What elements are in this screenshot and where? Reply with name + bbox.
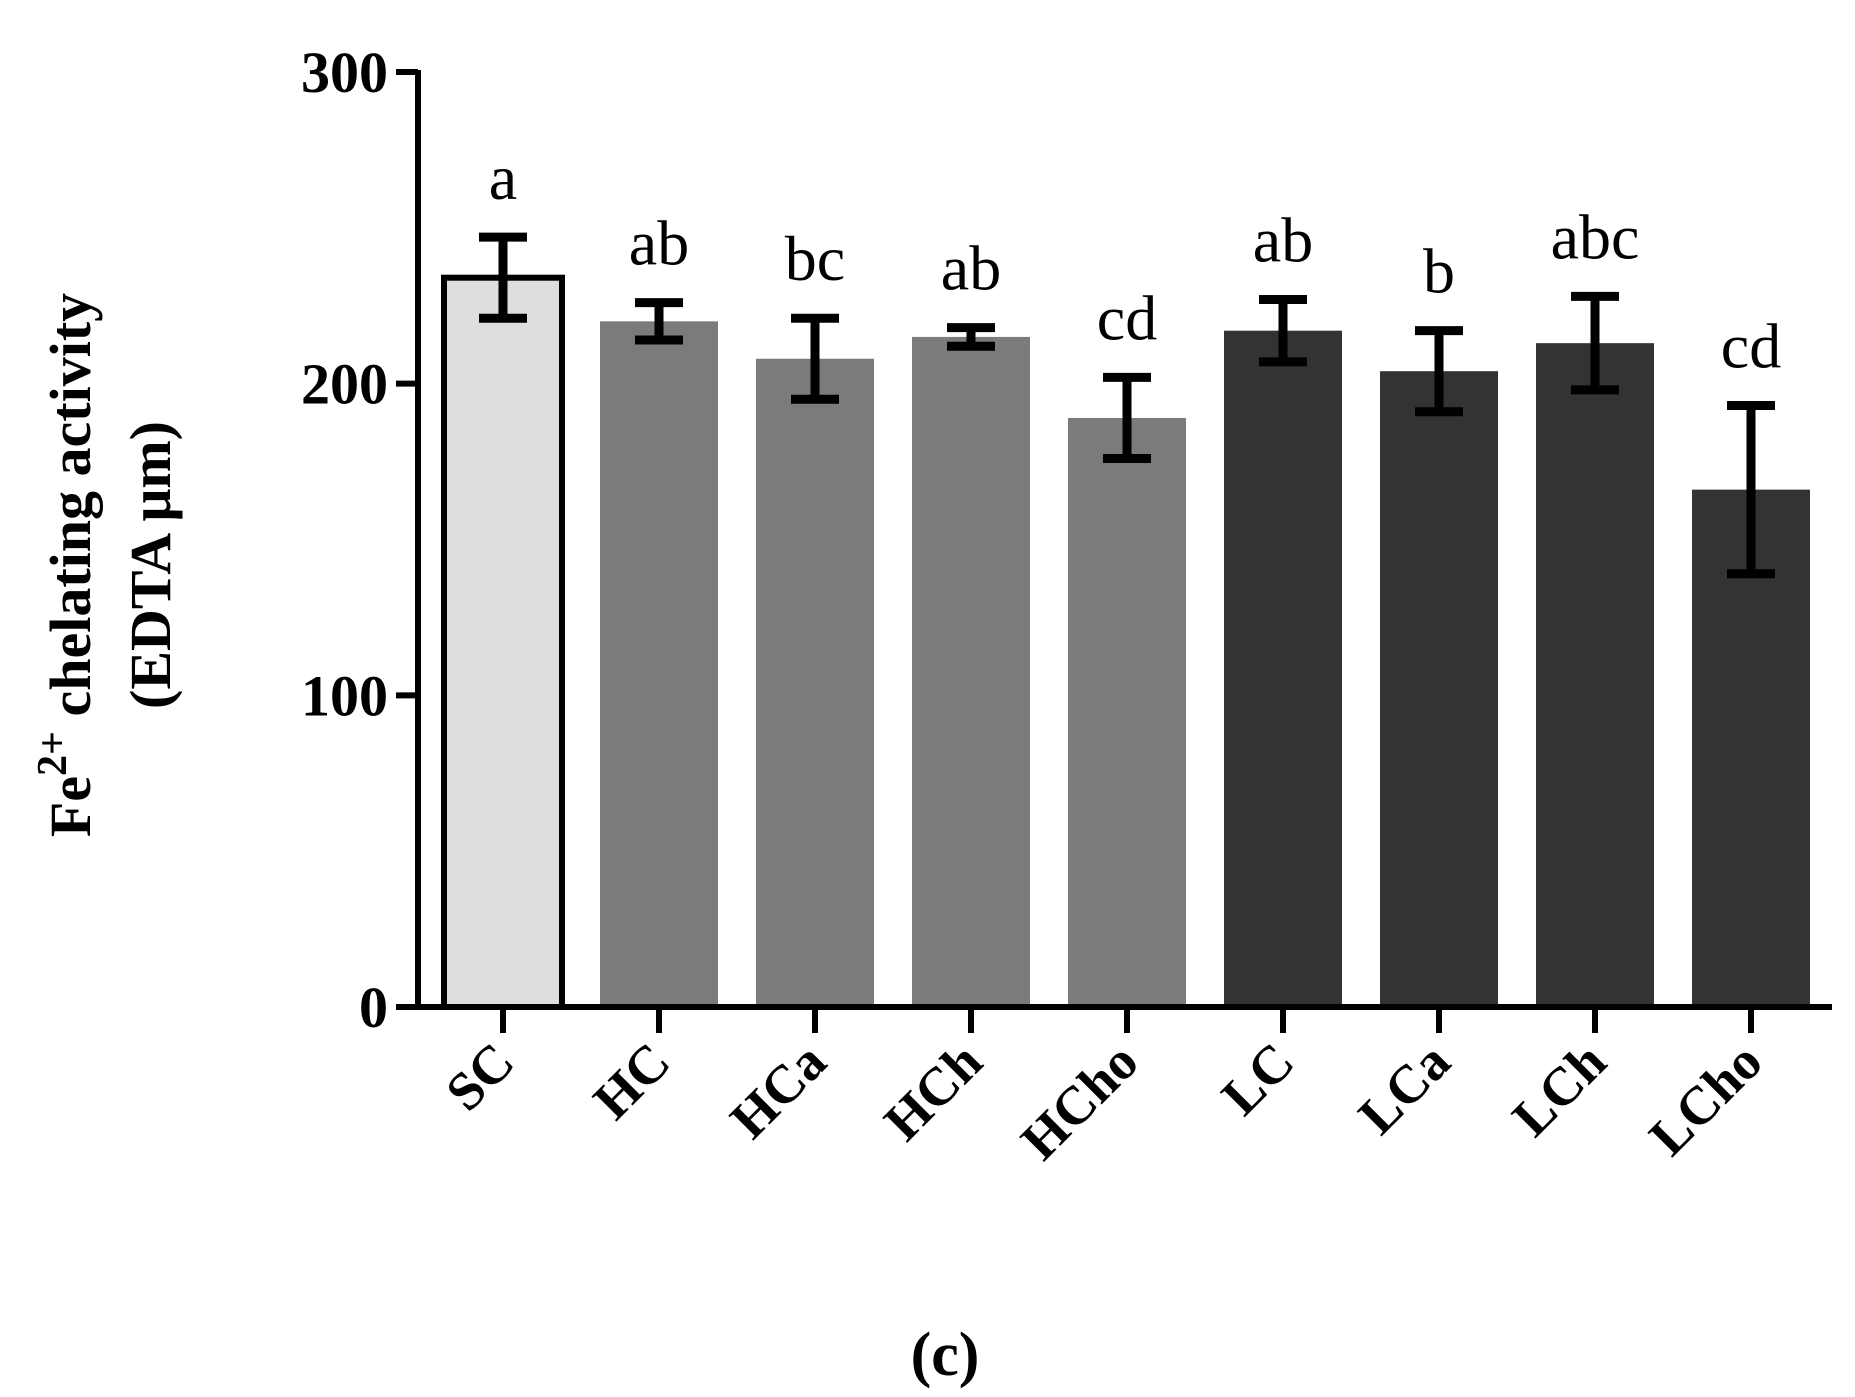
significance-letter-SC: a [489, 142, 517, 213]
error-bars [479, 232, 1775, 579]
y-axis-label-sup: 2+ [30, 731, 76, 776]
error-bar-LC [1259, 295, 1307, 367]
bar-HC [600, 321, 718, 1007]
significance-letter-LCa: b [1423, 236, 1455, 307]
significance-letter-HCa: bc [785, 223, 845, 294]
y-tick-label-100: 100 [301, 663, 388, 728]
bar-HCh [912, 336, 1030, 1008]
error-bar-LCa [1415, 326, 1463, 417]
panel-label: (c) [911, 1321, 980, 1389]
y-axis-label-base: Fe [38, 776, 103, 837]
significance-letter-HCh: ab [941, 233, 1001, 304]
significance-letters: a ab bc ab cd ab b abc cd [489, 142, 1781, 381]
error-bar-HCa [791, 313, 839, 404]
y-tick-label-300: 300 [301, 40, 388, 105]
bar-LCa [1380, 371, 1498, 1007]
x-category-labels: SC HC HCa HCh HCho LC LCa LCh LCho [434, 1007, 1773, 1171]
x-category-label-HCa: HCa [719, 1031, 838, 1150]
x-category-label-LCho: LCho [1638, 1031, 1774, 1167]
y-axis-label: Fe2+ chelating activity (EDTA μm) [30, 293, 183, 837]
x-category-label-HC: HC [582, 1031, 682, 1131]
significance-letter-LC: ab [1253, 205, 1313, 276]
x-category-label-HCh: HCh [873, 1031, 994, 1152]
bars [441, 274, 1810, 1010]
y-axis-label-line2: (EDTA μm) [118, 421, 183, 709]
x-category-label-SC: SC [434, 1031, 525, 1122]
error-bar-LCh [1571, 291, 1619, 395]
error-bar-HC [635, 298, 683, 345]
y-tick-label-200: 200 [301, 352, 388, 417]
significance-letter-LCho: cd [1721, 310, 1781, 381]
bar-HCho [1068, 417, 1186, 1007]
y-tick-label-0: 0 [359, 975, 388, 1040]
x-category-label-LC: LC [1210, 1031, 1305, 1126]
bar-SC [441, 274, 565, 1010]
error-bar-SC [479, 232, 527, 323]
error-bar-LCho [1727, 400, 1775, 579]
bar-LC [1224, 330, 1342, 1007]
x-category-label-LCh: LCh [1501, 1031, 1618, 1148]
x-category-label-HCho: HCho [1009, 1031, 1149, 1171]
error-bar-HCho [1103, 372, 1151, 463]
bar-HCa [756, 358, 874, 1007]
y-axis-label-rest: chelating activity [38, 293, 103, 731]
error-bar-HCh [947, 323, 995, 351]
significance-letter-HC: ab [629, 208, 689, 279]
significance-letter-HCho: cd [1097, 282, 1157, 353]
y-ticks: 0 100 200 300 [301, 40, 418, 1040]
significance-letter-LCh: abc [1551, 201, 1640, 272]
y-axis-label-line1: Fe2+ chelating activity [30, 293, 103, 837]
bar-LCh [1536, 343, 1654, 1007]
x-category-label-LCa: LCa [1347, 1031, 1462, 1146]
